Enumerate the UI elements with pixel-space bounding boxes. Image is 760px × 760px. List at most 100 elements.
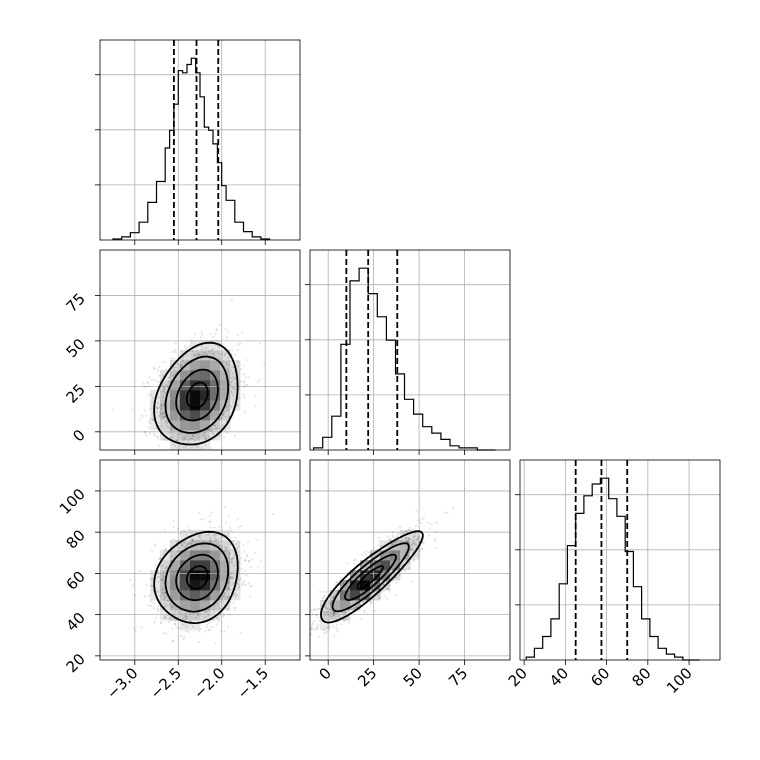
sample-point xyxy=(325,607,327,610)
sample-point xyxy=(259,342,262,345)
sample-point xyxy=(232,401,235,404)
sample-point xyxy=(210,351,213,354)
sample-point xyxy=(306,625,308,627)
sample-point xyxy=(319,590,322,593)
sample-point xyxy=(256,538,259,541)
sample-point xyxy=(144,385,147,388)
sample-point xyxy=(182,437,185,440)
sample-point xyxy=(143,409,146,412)
sample-point xyxy=(210,427,213,430)
sample-point xyxy=(242,393,245,396)
panel-frame-0-0 xyxy=(99,39,301,241)
sample-point xyxy=(207,613,210,616)
sample-point xyxy=(323,594,326,597)
sample-point xyxy=(366,597,369,600)
sample-point xyxy=(203,431,206,434)
sample-point xyxy=(386,597,389,600)
sample-point xyxy=(339,576,342,579)
sample-point xyxy=(259,560,262,563)
sample-point xyxy=(213,537,216,540)
sample-point xyxy=(188,528,191,531)
sample-point xyxy=(209,620,212,623)
sample-point xyxy=(186,493,188,495)
density-cell xyxy=(210,390,221,401)
sample-point xyxy=(351,572,354,575)
sample-point xyxy=(377,594,380,597)
sample-point xyxy=(151,379,153,381)
sample-point xyxy=(224,328,227,331)
sample-point xyxy=(220,416,223,419)
sample-point xyxy=(192,350,194,353)
sample-point xyxy=(142,382,145,385)
sample-point xyxy=(192,434,195,437)
sample-point xyxy=(333,611,336,614)
sample-point xyxy=(160,425,163,428)
sample-point xyxy=(199,613,202,616)
sample-point xyxy=(206,626,208,628)
sample-point xyxy=(154,379,157,382)
sample-point xyxy=(311,613,314,616)
density-cell xyxy=(380,560,391,571)
sample-point xyxy=(361,601,364,604)
sample-point xyxy=(237,397,240,400)
sample-point xyxy=(180,450,182,452)
sample-point xyxy=(405,529,408,532)
sample-point xyxy=(234,536,237,539)
sample-point xyxy=(317,608,320,610)
sample-point xyxy=(198,534,200,537)
sample-point xyxy=(164,603,167,605)
sample-point xyxy=(189,620,192,622)
sample-point xyxy=(345,611,348,614)
sample-point xyxy=(228,383,231,385)
sample-point xyxy=(165,632,168,635)
sample-point xyxy=(158,557,161,560)
sample-point xyxy=(243,559,246,562)
sample-point xyxy=(328,608,331,611)
sample-point xyxy=(218,417,221,420)
sample-point xyxy=(159,408,162,411)
sample-point xyxy=(411,528,414,531)
sample-point xyxy=(408,538,411,540)
sample-point xyxy=(407,539,410,542)
sample-point xyxy=(158,421,160,424)
sample-point xyxy=(244,559,247,562)
sample-point xyxy=(200,354,203,357)
sample-point xyxy=(167,599,170,602)
sample-point xyxy=(199,628,202,631)
sample-point xyxy=(219,613,222,616)
sample-point xyxy=(219,357,222,360)
sample-point xyxy=(228,363,231,366)
sample-point xyxy=(446,511,449,514)
sample-point xyxy=(184,344,187,347)
sample-point xyxy=(365,550,367,553)
sample-point xyxy=(232,564,235,567)
sample-point xyxy=(144,430,147,433)
sample-point xyxy=(163,550,166,552)
sample-point xyxy=(191,539,194,542)
density-cell xyxy=(160,390,171,401)
sample-point xyxy=(161,361,164,364)
density-cell xyxy=(380,550,391,561)
sample-point xyxy=(414,544,417,546)
sample-point xyxy=(239,342,241,345)
sample-point xyxy=(159,404,162,407)
sample-point xyxy=(179,366,182,369)
sample-point xyxy=(348,621,351,624)
sample-point xyxy=(232,549,235,552)
sample-point xyxy=(181,623,184,626)
sample-point xyxy=(159,411,161,414)
sample-point xyxy=(392,535,395,538)
density-cell xyxy=(370,560,381,571)
sample-point xyxy=(180,634,183,637)
sample-point xyxy=(210,541,212,544)
sample-point xyxy=(237,583,240,586)
sample-point xyxy=(359,565,362,568)
sample-point xyxy=(200,331,203,334)
sample-point xyxy=(336,629,339,632)
density-cell xyxy=(200,400,211,411)
sample-point xyxy=(311,622,314,625)
sample-point xyxy=(225,546,228,549)
sample-point xyxy=(411,538,414,541)
sample-point xyxy=(225,596,228,599)
sample-point xyxy=(403,568,405,571)
